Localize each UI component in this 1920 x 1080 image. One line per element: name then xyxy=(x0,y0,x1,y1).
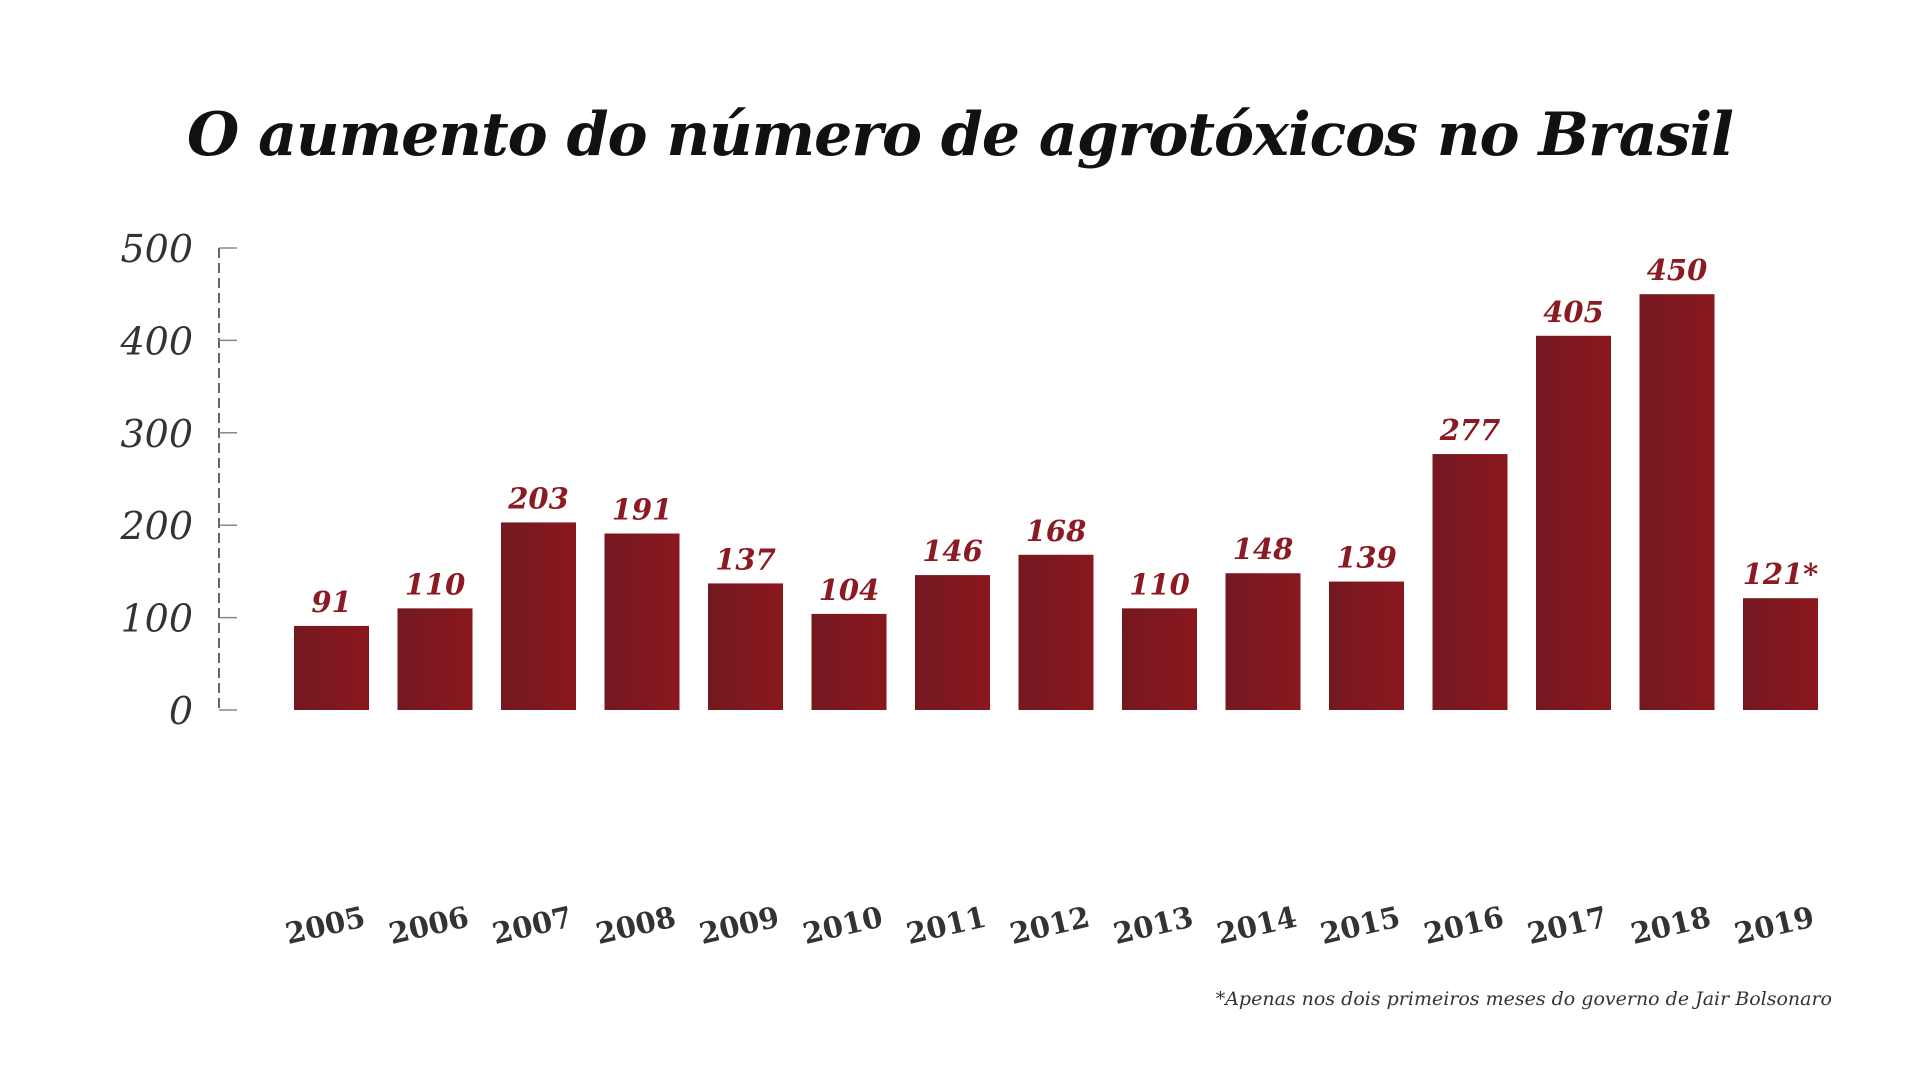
data-label: 104 xyxy=(819,573,880,607)
x-tick-label: 2016 xyxy=(1421,900,1507,951)
bar-2006 xyxy=(397,608,473,710)
data-label: 203 xyxy=(507,481,569,515)
x-tick-label: 2018 xyxy=(1628,900,1714,951)
bar-2008 xyxy=(604,533,680,710)
bar-2005 xyxy=(294,625,369,710)
bar-2018 xyxy=(1639,294,1715,710)
y-tick-label: 100 xyxy=(120,597,193,641)
y-tick-label: 500 xyxy=(120,227,193,271)
data-label: 110 xyxy=(1129,567,1190,601)
data-label: 405 xyxy=(1543,295,1604,329)
x-tick-label: 2019 xyxy=(1731,900,1817,951)
bar-2012 xyxy=(1018,554,1094,710)
data-label: 137 xyxy=(715,542,776,576)
chart-title: O aumento do número de agrotóxicos no Br… xyxy=(187,100,1734,170)
data-label: 121* xyxy=(1743,557,1819,591)
y-tick-label: 200 xyxy=(119,504,193,548)
bar-2015 xyxy=(1329,581,1404,710)
x-tick-label: 2007 xyxy=(489,900,575,951)
bar-2017 xyxy=(1536,335,1611,710)
bar-2009 xyxy=(708,583,783,710)
data-label: 168 xyxy=(1026,514,1087,548)
y-tick-label: 400 xyxy=(119,319,193,363)
data-label: 146 xyxy=(922,534,983,568)
bar-2019 xyxy=(1743,598,1818,710)
data-label: 450 xyxy=(1647,253,1708,287)
bar-2014 xyxy=(1225,573,1301,710)
data-label: 91 xyxy=(311,585,351,619)
x-tick-label: 2010 xyxy=(800,900,886,951)
bar-2010 xyxy=(811,613,887,710)
x-tick-label: 2014 xyxy=(1214,900,1300,951)
x-tick-label: 2005 xyxy=(282,900,368,951)
y-tick-label: 0 xyxy=(169,689,193,733)
data-label: 139 xyxy=(1336,541,1397,575)
x-tick-label: 2015 xyxy=(1317,900,1403,951)
bar-2011 xyxy=(915,575,990,710)
x-tick-label: 2017 xyxy=(1524,900,1610,951)
x-tick-label: 2008 xyxy=(593,900,679,951)
y-tick-label: 300 xyxy=(120,412,193,456)
footnote: *Apenas nos dois primeiros meses do gove… xyxy=(1215,988,1832,1010)
x-tick-label: 2006 xyxy=(386,900,472,951)
x-tick-label: 2012 xyxy=(1007,900,1093,951)
x-tick-label: 2013 xyxy=(1110,900,1196,951)
data-label: 191 xyxy=(612,493,673,527)
bar-2016 xyxy=(1432,454,1508,710)
x-tick-label: 2011 xyxy=(903,900,989,951)
bar-2013 xyxy=(1122,608,1197,710)
data-label: 148 xyxy=(1233,532,1294,566)
data-label: 277 xyxy=(1439,413,1501,447)
data-label: 110 xyxy=(405,567,466,601)
bar-2007 xyxy=(501,522,576,710)
x-tick-label: 2009 xyxy=(696,900,782,951)
